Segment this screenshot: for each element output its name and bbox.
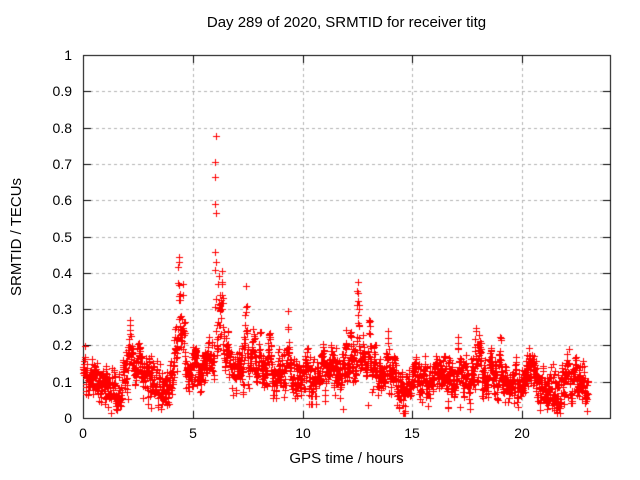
x-tick-label: 0 bbox=[79, 425, 87, 441]
y-tick-label: 0 bbox=[64, 410, 72, 426]
x-tick-label: 20 bbox=[514, 425, 530, 441]
y-tick-label: 0.8 bbox=[52, 120, 72, 136]
x-tick-label: 10 bbox=[295, 425, 311, 441]
y-tick-label: 0.9 bbox=[52, 83, 72, 99]
y-tick-label: 0.5 bbox=[52, 229, 72, 245]
y-tick-label: 0.7 bbox=[52, 156, 72, 172]
y-tick-label: 0.2 bbox=[52, 337, 72, 353]
y-tick-label: 1 bbox=[64, 47, 72, 63]
chart-title: Day 289 of 2020, SRMTID for receiver tit… bbox=[206, 14, 487, 31]
y-tick-label: 0.3 bbox=[52, 301, 72, 317]
x-tick-label: 5 bbox=[189, 425, 197, 441]
y-tick-label: 0.6 bbox=[52, 192, 72, 208]
y-tick-label: 0.4 bbox=[52, 265, 72, 281]
x-tick-label: 15 bbox=[404, 425, 420, 441]
y-tick-label: 0.1 bbox=[52, 374, 72, 390]
x-axis-title: GPS time / hours bbox=[289, 450, 404, 467]
